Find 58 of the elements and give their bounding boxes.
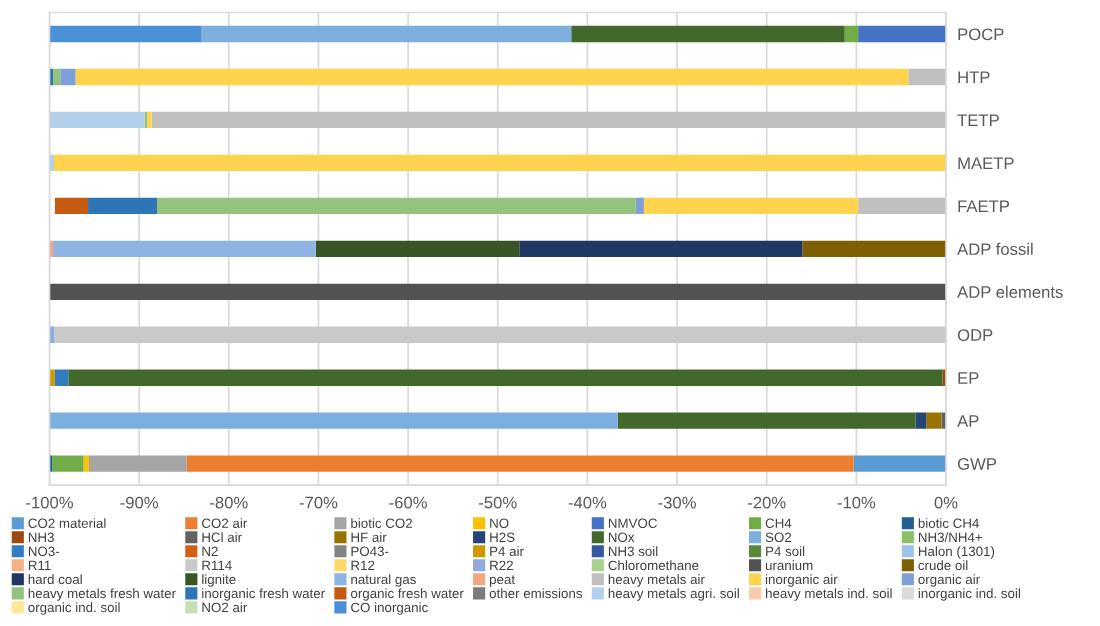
x-tick-label: -40% xyxy=(568,496,607,509)
y-tick-label: ADP elements xyxy=(957,285,1063,298)
bar xyxy=(52,455,84,472)
y-tick-label: ADP fossil xyxy=(957,242,1033,256)
bar xyxy=(151,111,946,129)
bar xyxy=(858,197,946,215)
y-tick-label: FAETP xyxy=(958,200,1010,212)
bar xyxy=(915,412,927,429)
x-tick-label: -100% xyxy=(26,496,73,509)
bar xyxy=(75,68,909,86)
x-tick-label: -50% xyxy=(479,496,517,509)
y-tick-label: AP xyxy=(957,415,979,427)
bar xyxy=(315,240,520,257)
bar xyxy=(643,197,859,215)
x-tick-label: -30% xyxy=(658,496,696,509)
x-tick-label: -60% xyxy=(389,496,427,509)
x-tick-label: -10% xyxy=(837,496,876,509)
bar xyxy=(83,455,89,472)
y-tick-label: ODP xyxy=(957,329,993,341)
bar xyxy=(802,240,946,257)
y-tick-label: GWP xyxy=(957,458,997,470)
bar xyxy=(571,25,845,43)
bar xyxy=(88,455,187,472)
bar xyxy=(49,111,145,129)
y-tick-label: MAETP xyxy=(958,157,1014,169)
bar xyxy=(201,25,572,43)
bar xyxy=(88,197,158,215)
bar xyxy=(635,197,644,215)
bar xyxy=(157,197,636,215)
y-tick-label: TETP xyxy=(957,114,999,126)
bar xyxy=(49,25,202,43)
y-tick-label: POCP xyxy=(958,28,1004,41)
bar xyxy=(53,68,61,86)
bar xyxy=(49,412,618,429)
bar xyxy=(68,369,943,386)
bar xyxy=(53,154,946,172)
bar xyxy=(54,369,69,386)
bar xyxy=(858,25,946,43)
bar xyxy=(60,68,76,86)
bar xyxy=(908,68,946,86)
y-tick-label: EP xyxy=(958,372,979,384)
bar xyxy=(54,197,89,215)
bar xyxy=(186,455,854,472)
y-tick-label: HTP xyxy=(958,71,990,84)
bar xyxy=(49,369,55,386)
x-tick-label: -70% xyxy=(299,496,338,509)
bar xyxy=(519,240,803,257)
bar xyxy=(844,25,859,43)
bar xyxy=(853,455,946,472)
bar xyxy=(53,240,316,257)
bar xyxy=(926,412,942,429)
x-tick-label: -20% xyxy=(747,496,786,509)
bar xyxy=(617,412,916,429)
x-tick-label: 0% xyxy=(934,496,958,509)
bar xyxy=(49,283,946,300)
bar xyxy=(53,326,946,343)
x-tick-label: -80% xyxy=(210,496,248,509)
x-tick-label: -90% xyxy=(120,496,159,509)
